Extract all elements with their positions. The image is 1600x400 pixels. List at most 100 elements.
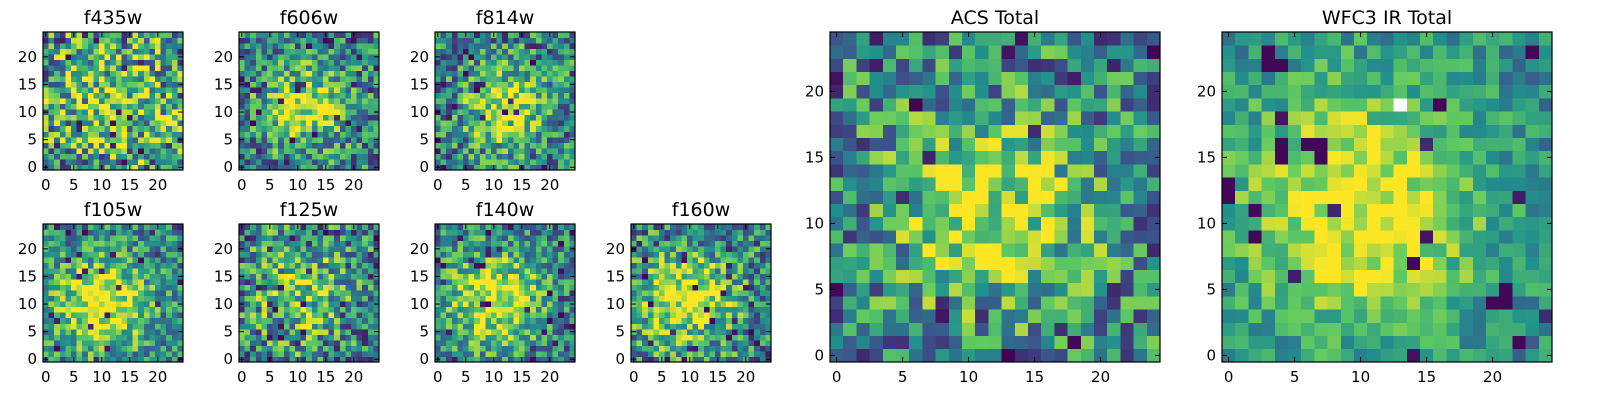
heatmap-cell xyxy=(535,87,542,94)
heatmap-cell xyxy=(300,59,307,66)
heatmap-cell xyxy=(345,54,352,60)
heatmap-cell xyxy=(143,273,150,280)
heatmap-cell xyxy=(552,125,559,132)
heatmap-cell xyxy=(295,262,301,269)
heatmap-cell xyxy=(132,98,139,105)
heatmap-cell xyxy=(524,98,531,105)
heatmap-cell xyxy=(138,284,145,291)
heatmap-cell xyxy=(541,109,548,116)
heatmap-cell xyxy=(283,43,290,49)
heatmap-cell xyxy=(328,76,335,83)
heatmap-cell xyxy=(491,284,497,291)
heatmap-cell xyxy=(71,103,77,110)
heatmap-cell xyxy=(692,284,699,291)
heatmap-cell xyxy=(87,98,94,105)
heatmap-cell xyxy=(896,269,910,284)
heatmap-cell xyxy=(82,76,89,83)
heatmap-cell xyxy=(720,229,727,236)
heatmap-cell xyxy=(535,356,542,363)
heatmap-cell xyxy=(171,87,178,94)
heatmap-cell xyxy=(149,257,156,264)
heatmap-cell xyxy=(311,224,318,230)
heatmap-cell xyxy=(670,356,677,363)
heatmap-cell xyxy=(709,317,716,324)
heatmap-cell xyxy=(519,240,525,247)
heatmap-cell xyxy=(636,279,643,286)
heatmap-cell xyxy=(171,98,178,105)
heatmap-cell xyxy=(737,350,744,357)
heatmap-cell xyxy=(82,98,89,105)
heatmap-cell xyxy=(267,345,273,352)
heatmap-cell xyxy=(485,70,492,77)
heatmap-cell xyxy=(552,284,559,291)
heatmap-cell xyxy=(87,147,94,154)
heatmap-cell xyxy=(244,350,251,357)
heatmap-cell xyxy=(687,306,693,313)
heatmap-cell xyxy=(675,284,682,291)
heatmap-cell xyxy=(474,43,481,49)
heatmap-cell xyxy=(558,158,565,165)
heatmap-cell xyxy=(115,114,122,121)
heatmap-cell xyxy=(110,131,117,138)
heatmap-cell xyxy=(300,356,307,363)
heatmap-cell xyxy=(339,224,346,230)
heatmap-cell xyxy=(636,306,643,313)
heatmap-cell xyxy=(975,230,989,244)
heatmap-cell xyxy=(356,240,363,247)
heatmap-cell xyxy=(975,348,989,363)
heatmap-cell xyxy=(160,306,167,313)
heatmap-cell xyxy=(670,317,677,324)
heatmap-cell xyxy=(250,240,257,247)
heatmap-cell xyxy=(250,125,257,132)
heatmap-cell xyxy=(177,290,184,297)
heatmap-cell xyxy=(962,322,976,336)
heatmap-cell xyxy=(642,224,649,230)
heatmap-cell xyxy=(541,43,548,49)
heatmap-cell xyxy=(311,48,318,55)
heatmap-cell xyxy=(43,235,49,241)
heatmap-cell xyxy=(563,158,570,165)
heatmap-cell xyxy=(166,240,173,247)
heatmap-cell xyxy=(323,109,329,116)
heatmap-cell xyxy=(121,301,128,308)
heatmap-cell xyxy=(1107,243,1121,257)
heatmap-cell xyxy=(474,92,481,99)
heatmap-cell xyxy=(59,229,66,236)
heatmap-cell xyxy=(869,203,884,218)
heatmap-cell xyxy=(48,295,55,302)
heatmap-cell xyxy=(54,43,61,49)
heatmap-cell xyxy=(115,87,122,94)
heatmap-cell xyxy=(1041,203,1055,218)
heatmap-cell xyxy=(295,120,301,127)
heatmap-cell xyxy=(339,32,346,38)
heatmap-cell xyxy=(647,328,654,335)
heatmap-cell xyxy=(530,251,537,258)
heatmap-cell xyxy=(373,323,380,330)
heatmap-cell xyxy=(65,306,72,313)
heatmap-cell xyxy=(244,246,251,252)
heatmap-cell xyxy=(896,230,910,244)
heatmap-cell xyxy=(239,43,245,49)
heatmap-cell xyxy=(373,142,380,149)
y-tick-label: 20 xyxy=(214,240,233,258)
heatmap-cell xyxy=(882,296,897,310)
y-tick-label: 15 xyxy=(18,267,37,285)
heatmap-cell xyxy=(149,306,156,313)
heatmap-cell xyxy=(446,339,453,346)
heatmap-cell xyxy=(659,345,665,352)
heatmap-cell xyxy=(149,328,156,335)
heatmap-cell xyxy=(547,229,553,236)
heatmap-cell xyxy=(681,356,688,363)
heatmap-cell xyxy=(1067,177,1082,191)
heatmap-cell xyxy=(104,317,111,324)
heatmap-cell xyxy=(110,295,117,302)
heatmap-cell xyxy=(435,48,441,55)
heatmap-cell xyxy=(737,279,744,286)
heatmap-cell xyxy=(76,164,83,171)
heatmap-cell xyxy=(76,76,83,83)
heatmap-cell xyxy=(765,295,772,302)
heatmap-cell xyxy=(306,262,313,269)
heatmap-cell xyxy=(339,109,346,116)
heatmap-cell xyxy=(295,54,301,60)
